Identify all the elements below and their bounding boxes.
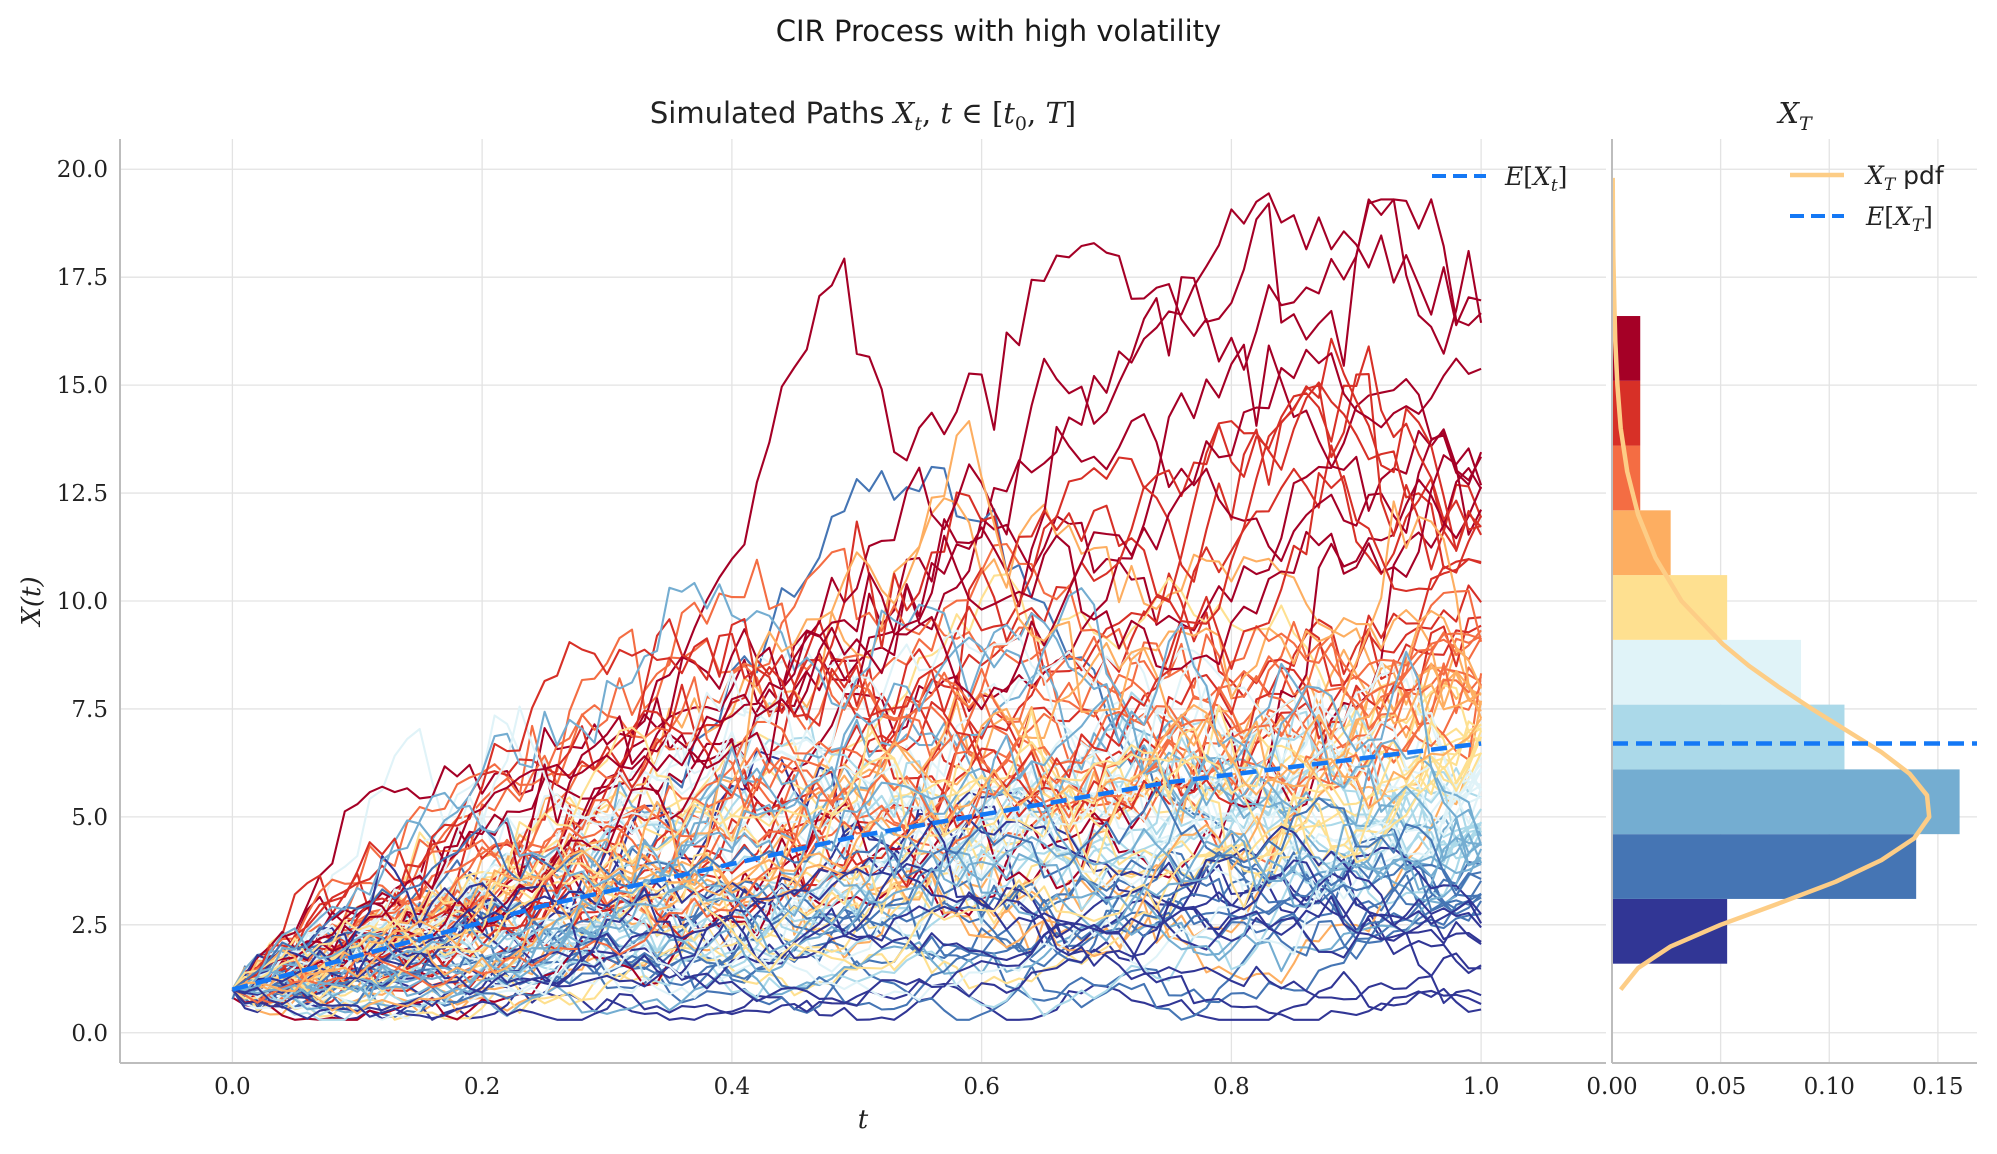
legend-expectation-label: E[Xt] xyxy=(1504,162,1567,196)
path-line xyxy=(232,827,1482,996)
path-line xyxy=(232,846,1482,996)
path-line xyxy=(231,641,1483,991)
path-line xyxy=(231,760,1483,997)
y-tick-label: 20.0 xyxy=(57,157,108,183)
path-line xyxy=(231,616,1482,991)
path-line xyxy=(232,755,1482,991)
path-line xyxy=(231,649,1483,991)
path-line xyxy=(232,772,1482,996)
hist-x-tick-label: 0.05 xyxy=(1695,1074,1746,1100)
path-line xyxy=(232,622,1482,994)
x-tick-label: 0.0 xyxy=(214,1074,251,1100)
path-line xyxy=(232,609,1483,991)
paths-legend: E[Xt] xyxy=(1432,162,1567,196)
path-line xyxy=(232,767,1482,991)
path-line xyxy=(231,378,1483,991)
path-line xyxy=(231,558,1482,991)
path-line xyxy=(231,683,1482,1015)
x-tick-label: 0.8 xyxy=(1213,1074,1250,1100)
path-line xyxy=(231,447,1483,991)
path-line xyxy=(231,589,1483,991)
figure-title: CIR Process with high volatility xyxy=(775,14,1222,48)
x-tick-label: 0.2 xyxy=(464,1074,501,1100)
legend-hist-expectation-label: E[XT] xyxy=(1865,202,1933,236)
paths-tick-labels: 0.0 0.2 0.4 0.6 0.8 1.0 0.0 2.5 5.0 7.5 10.0 12.5 15… xyxy=(57,157,1500,1100)
x-axis-label: t xyxy=(858,1105,869,1135)
path-line xyxy=(231,971,1482,1021)
path-line xyxy=(231,198,1483,991)
path-line xyxy=(231,581,1483,991)
path-line xyxy=(231,727,1483,991)
path-line xyxy=(231,834,1482,995)
path-line xyxy=(232,922,1482,1021)
hist-x-tick-label: 0.15 xyxy=(1912,1074,1963,1100)
y-tick-label: 15.0 xyxy=(57,373,108,399)
path-line xyxy=(232,763,1482,1002)
path-line xyxy=(231,373,1483,1002)
hist-bar xyxy=(1612,639,1802,705)
paths-panel-title: Simulated Paths Xt, t ∈ [t0, T] xyxy=(650,96,1076,135)
x-tick-label: 0.4 xyxy=(714,1074,751,1100)
x-tick-label: 0.6 xyxy=(963,1074,1000,1100)
y-tick-label: 12.5 xyxy=(57,481,108,507)
y-tick-label: 10.0 xyxy=(57,589,108,615)
y-tick-label: 2.5 xyxy=(71,913,108,939)
y-tick-label: 5.0 xyxy=(71,805,108,831)
hist-legend: XT pdf E[XT] xyxy=(1790,161,1945,236)
y-tick-label: 7.5 xyxy=(71,697,108,723)
y-axis-label: X(t) xyxy=(17,576,47,627)
path-line xyxy=(232,629,1482,995)
path-line xyxy=(231,472,1483,991)
hist-panel-title: XT xyxy=(1776,96,1813,135)
pdf-curve xyxy=(1612,177,1932,992)
hist-bar xyxy=(1612,769,1960,835)
path-line xyxy=(232,767,1482,992)
path-line xyxy=(231,420,1483,991)
legend-pdf-label: XT pdf xyxy=(1864,161,1945,195)
path-line xyxy=(231,343,1483,991)
hist-x-tick-label: 0.00 xyxy=(1586,1074,1637,1100)
y-tick-label: 0.0 xyxy=(71,1021,108,1047)
path-line xyxy=(231,625,1482,1004)
path-line xyxy=(232,587,1483,999)
path-line xyxy=(232,820,1482,995)
path-line xyxy=(231,704,1482,1000)
path-line xyxy=(231,787,1482,991)
path-line xyxy=(231,826,1482,1021)
pdf-curve-group xyxy=(1612,177,1932,992)
x-tick-label: 1.0 xyxy=(1463,1074,1500,1100)
hist-bars xyxy=(1612,316,1960,964)
terminal-distribution-panel: 0.00 0.05 0.10 0.15 XT XT pdf E[XT] xyxy=(1586,96,1977,1100)
hist-tick-labels: 0.00 0.05 0.10 0.15 xyxy=(1586,1074,1963,1100)
path-line xyxy=(231,723,1482,991)
paths-panel: 0.0 0.2 0.4 0.6 0.8 1.0 0.0 2.5 5.0 7.5 10.0 12.5 15… xyxy=(17,96,1606,1135)
path-line xyxy=(231,620,1482,991)
expectation-line-group xyxy=(231,741,1482,992)
y-tick-label: 17.5 xyxy=(57,265,108,291)
expectation-line xyxy=(231,741,1482,992)
simulated-paths xyxy=(231,192,1483,1021)
path-line xyxy=(232,720,1482,994)
path-line xyxy=(232,639,1483,991)
path-line xyxy=(232,542,1482,997)
hist-bar xyxy=(1612,704,1845,770)
path-line xyxy=(232,547,1483,991)
path-line xyxy=(231,825,1482,994)
hist-x-tick-label: 0.10 xyxy=(1804,1074,1855,1100)
